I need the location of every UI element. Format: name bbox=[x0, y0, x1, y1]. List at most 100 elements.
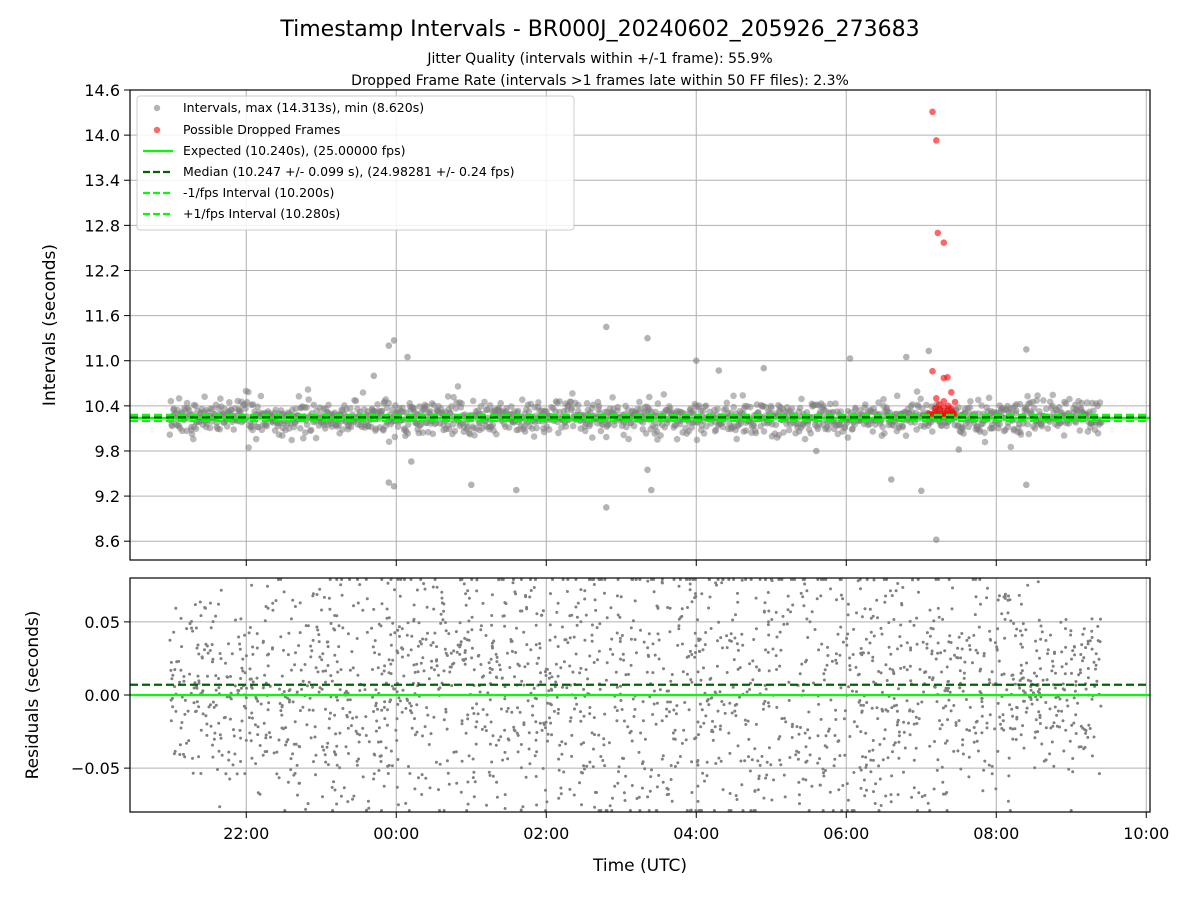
residual-point bbox=[729, 809, 733, 812]
interval-point bbox=[469, 397, 477, 405]
interval-point bbox=[404, 430, 412, 437]
residual-point bbox=[685, 809, 689, 812]
residual-point bbox=[474, 742, 478, 746]
residual-point bbox=[220, 753, 224, 757]
residual-point bbox=[1095, 679, 1099, 683]
residual-point bbox=[728, 792, 732, 795]
interval-point bbox=[589, 401, 597, 409]
residual-point bbox=[180, 645, 184, 649]
residual-point bbox=[613, 784, 617, 788]
intervals-reference-lines bbox=[130, 413, 1150, 422]
residual-point bbox=[1092, 735, 1096, 739]
residual-point bbox=[185, 741, 188, 745]
residual-point bbox=[559, 792, 563, 796]
residual-point bbox=[315, 593, 319, 596]
residual-point bbox=[301, 679, 305, 683]
residual-point bbox=[344, 745, 348, 749]
residual-point bbox=[911, 578, 914, 582]
residual-point bbox=[665, 793, 669, 797]
residual-point bbox=[736, 600, 740, 604]
residual-point bbox=[808, 736, 812, 740]
residual-point bbox=[877, 670, 881, 673]
interval-point bbox=[1042, 405, 1050, 413]
residual-point bbox=[428, 786, 432, 790]
residual-point bbox=[841, 597, 845, 601]
residual-point bbox=[333, 788, 337, 792]
residual-point bbox=[855, 725, 859, 728]
residual-point bbox=[604, 678, 608, 682]
residual-point bbox=[1080, 643, 1084, 647]
interval-outlier-point bbox=[408, 458, 415, 465]
residual-point bbox=[546, 701, 550, 705]
residual-point bbox=[254, 695, 258, 699]
residual-point bbox=[740, 632, 744, 636]
interval-outlier-point bbox=[513, 486, 520, 494]
residual-point bbox=[832, 764, 836, 768]
residual-point bbox=[286, 696, 289, 700]
residual-point bbox=[669, 679, 673, 683]
residual-point bbox=[537, 656, 541, 660]
interval-outlier-point bbox=[385, 342, 393, 350]
residual-point bbox=[237, 689, 241, 693]
interval-point bbox=[477, 403, 485, 410]
residual-point bbox=[448, 665, 452, 669]
residual-point bbox=[356, 578, 359, 581]
residual-point bbox=[960, 632, 964, 635]
residual-point bbox=[698, 702, 702, 706]
residual-point bbox=[1026, 678, 1030, 682]
residual-point bbox=[694, 736, 698, 740]
residual-point bbox=[892, 672, 896, 676]
interval-point bbox=[955, 404, 962, 411]
residual-point bbox=[551, 578, 554, 581]
residual-point bbox=[925, 646, 929, 650]
residual-point bbox=[696, 763, 700, 767]
residual-point bbox=[590, 633, 594, 637]
residual-point bbox=[736, 744, 740, 748]
residual-point bbox=[689, 678, 693, 682]
residual-point bbox=[291, 598, 295, 602]
residual-point bbox=[864, 766, 868, 769]
residual-point bbox=[704, 714, 708, 718]
dropped-frame-point bbox=[933, 137, 940, 144]
residual-point bbox=[191, 629, 195, 633]
residual-point bbox=[531, 704, 535, 708]
residual-point bbox=[619, 684, 622, 688]
residual-point bbox=[423, 725, 427, 729]
residual-point bbox=[263, 673, 267, 677]
residual-point bbox=[824, 769, 827, 772]
residual-point bbox=[852, 720, 856, 724]
intervals-y-tick-label: 12.2 bbox=[84, 261, 120, 280]
residual-point bbox=[298, 745, 302, 749]
residual-point bbox=[734, 714, 738, 718]
residual-point bbox=[1019, 733, 1023, 737]
residual-point bbox=[173, 668, 177, 672]
residual-point bbox=[967, 775, 971, 779]
residual-point bbox=[923, 793, 927, 797]
interval-point bbox=[985, 394, 993, 402]
residual-point bbox=[989, 638, 993, 642]
residual-point bbox=[309, 644, 313, 648]
residual-point bbox=[723, 711, 727, 715]
residual-point bbox=[616, 781, 620, 785]
residual-point bbox=[750, 758, 754, 762]
interval-point bbox=[562, 423, 570, 430]
residual-point bbox=[1053, 650, 1056, 654]
residual-point bbox=[1036, 690, 1040, 694]
residual-point bbox=[416, 670, 420, 674]
residual-point bbox=[1086, 676, 1090, 680]
residual-point bbox=[424, 776, 428, 780]
residual-point bbox=[785, 622, 789, 626]
residual-point bbox=[592, 747, 595, 751]
residual-point bbox=[1055, 713, 1059, 717]
residual-point bbox=[826, 654, 830, 657]
residual-point bbox=[529, 578, 532, 581]
residual-point bbox=[305, 684, 309, 688]
residual-point bbox=[408, 701, 412, 705]
residual-point bbox=[400, 655, 404, 659]
residual-point bbox=[1015, 715, 1019, 719]
residual-point bbox=[395, 739, 399, 742]
residual-point bbox=[646, 653, 650, 657]
residual-point bbox=[1065, 698, 1069, 702]
residual-point bbox=[1074, 732, 1078, 735]
residual-point bbox=[191, 756, 194, 760]
